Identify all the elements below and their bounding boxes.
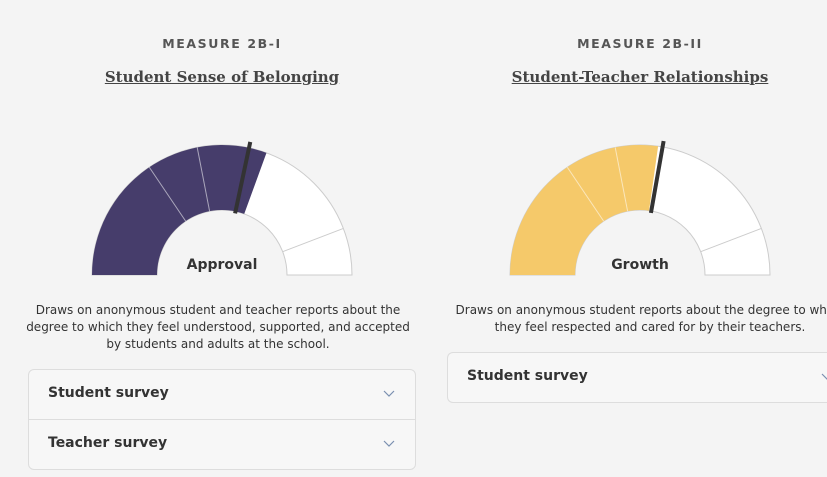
accordion-row[interactable]: Student survey xyxy=(448,353,827,402)
chevron xyxy=(821,373,827,380)
gauge-fill xyxy=(510,144,659,275)
gauge-label: Growth xyxy=(611,257,669,273)
gauge-label: Approval xyxy=(187,257,258,273)
measure-title[interactable]: Student-Teacher Relationships xyxy=(511,68,769,86)
gauge-divider xyxy=(148,166,187,222)
gauge-fill xyxy=(92,145,267,275)
accordion-row[interactable]: Teacher survey xyxy=(29,420,415,469)
gauge-divider xyxy=(566,166,605,222)
gauge-needle xyxy=(233,141,253,214)
measure-code: MEASURE 2B-I xyxy=(162,36,282,51)
gauge-needle xyxy=(648,140,666,214)
measure-panel: MEASURE 2B-II Student-Teacher Relationsh… xyxy=(430,0,827,477)
accordion: Student survey xyxy=(447,352,827,403)
gauge-divider xyxy=(614,147,629,212)
measure-panel: MEASURE 2B-I Student Sense of Belonging … xyxy=(12,0,432,477)
section-label: Student survey xyxy=(467,368,588,384)
gauge-divider xyxy=(196,147,211,212)
gauge-divider xyxy=(700,227,762,253)
measure-code: MEASURE 2B-II xyxy=(577,36,703,51)
chevron xyxy=(383,390,395,397)
section-label: Student survey xyxy=(48,385,169,401)
gauge-divider xyxy=(282,227,344,253)
description: Draws on anonymous student and teacher r… xyxy=(26,303,410,351)
measure-title[interactable]: Student Sense of Belonging xyxy=(104,68,340,86)
chevron xyxy=(383,440,395,447)
description: Draws on anonymous student reports about… xyxy=(455,303,827,334)
accordion: Student survey Teacher survey xyxy=(28,369,416,470)
gauge: Approval xyxy=(91,141,353,276)
accordion-row[interactable]: Student survey xyxy=(29,370,415,420)
gauge: Growth xyxy=(509,140,771,276)
section-label: Teacher survey xyxy=(48,435,168,451)
